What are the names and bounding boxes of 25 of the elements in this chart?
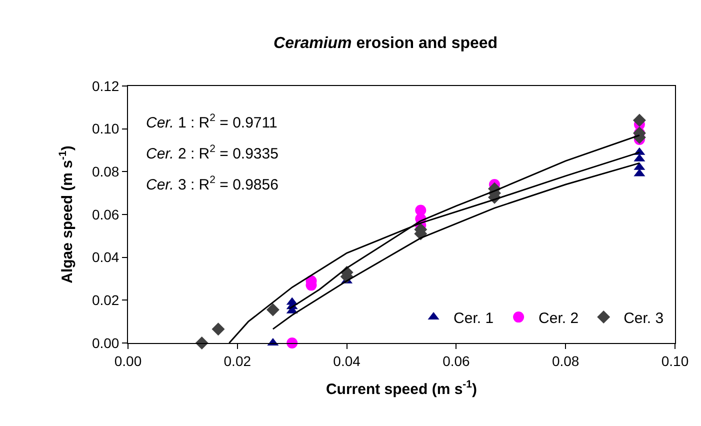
point [266,303,280,316]
annotation: Cer. 3 : R$^{2}$ = 0.9856 [146,174,278,194]
annotation: Cer. 2 : R$^{2}$ = 0.9335 [146,143,278,162]
x-axis-title: Current speed (m s$^{-1}$) [326,378,478,398]
point [632,114,646,127]
y-tick-label: 0.12 [92,78,120,94]
x-tick-label: 0.08 [552,352,580,369]
x-tick-label: 0.06 [442,352,470,369]
x-tick-label: 0.10 [661,352,689,369]
y-tick-label: 0.06 [92,206,120,222]
y-tick-label: 0.00 [92,334,120,351]
y-tick-label: 0.08 [92,164,120,180]
y-tick-label: 0.04 [92,249,120,266]
y-tick-label: 0.10 [92,120,120,137]
legend-label: Cer. 2 [538,310,579,327]
x-tick-label: 0.04 [333,352,361,369]
legend-label: Cer. 3 [624,310,664,327]
x-tick-label: 0.00 [114,352,142,369]
chart-title: Ceramium erosion and speed [274,35,498,52]
y-tick-label: 0.02 [92,292,120,308]
x-tick-label: 0.02 [224,352,252,369]
point [415,204,426,216]
legend-label: Cer. 1 [454,310,494,327]
point [212,322,225,336]
annotation: Cer. 1 : R$^{2}$ = 0.9711 [146,112,278,132]
